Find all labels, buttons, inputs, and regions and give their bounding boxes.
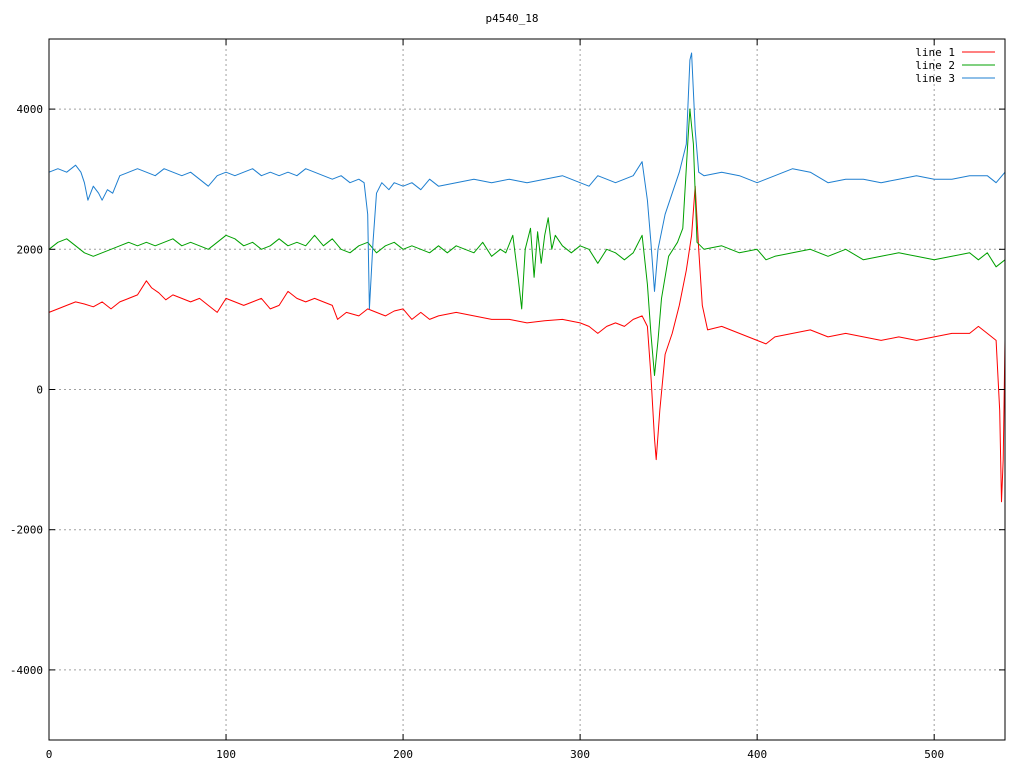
series-line-3 (48, 52, 1006, 310)
y-tick-label: 0 (36, 384, 43, 397)
grid (48, 39, 1005, 740)
legend-label: line 1 (915, 46, 955, 59)
plot-frame (48, 38, 1006, 741)
series-line-1 (48, 185, 1006, 503)
legend-label: line 3 (915, 72, 955, 85)
series-line-2 (48, 108, 1006, 376)
y-tick-label: 4000 (17, 103, 44, 116)
y-tick-label: -2000 (10, 524, 43, 537)
legend-label: line 2 (915, 59, 955, 72)
x-tick-label: 0 (46, 748, 53, 761)
chart-title: p4540_18 (486, 12, 539, 25)
x-tick-label: 300 (570, 748, 590, 761)
series-layer (48, 52, 1006, 503)
x-axis: 0 100 200 300 400 500 (46, 39, 944, 761)
x-tick-label: 100 (216, 748, 236, 761)
x-tick-label: 500 (924, 748, 944, 761)
y-axis: -4000 -2000 0 2000 4000 (10, 103, 1005, 677)
x-tick-label: 200 (393, 748, 413, 761)
y-tick-label: 2000 (17, 243, 44, 256)
y-tick-label: -4000 (10, 664, 43, 677)
x-tick-label: 400 (747, 748, 767, 761)
